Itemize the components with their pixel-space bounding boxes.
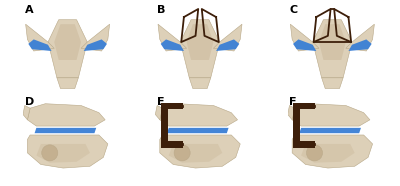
Polygon shape <box>167 128 228 133</box>
Text: B: B <box>157 4 166 15</box>
Polygon shape <box>214 24 242 51</box>
Polygon shape <box>346 24 374 51</box>
Circle shape <box>174 145 190 161</box>
Polygon shape <box>293 39 316 51</box>
Polygon shape <box>34 128 96 133</box>
Text: F: F <box>290 97 297 108</box>
Polygon shape <box>319 24 346 60</box>
Polygon shape <box>292 104 370 126</box>
Polygon shape <box>313 20 352 78</box>
Bar <box>161 103 183 109</box>
Polygon shape <box>155 105 162 120</box>
Bar <box>293 141 315 147</box>
Polygon shape <box>26 24 54 51</box>
Polygon shape <box>84 39 107 51</box>
Polygon shape <box>160 104 238 126</box>
Bar <box>293 103 315 109</box>
Polygon shape <box>28 104 105 126</box>
Polygon shape <box>57 78 78 89</box>
Polygon shape <box>288 105 295 120</box>
Text: C: C <box>290 4 298 15</box>
Polygon shape <box>28 135 108 168</box>
Polygon shape <box>348 39 372 51</box>
Polygon shape <box>169 144 222 163</box>
Polygon shape <box>290 24 319 51</box>
Polygon shape <box>301 144 355 163</box>
Polygon shape <box>23 105 30 120</box>
Polygon shape <box>48 20 87 78</box>
Polygon shape <box>36 144 90 163</box>
Polygon shape <box>160 135 240 168</box>
Text: D: D <box>25 97 34 108</box>
Circle shape <box>42 145 58 161</box>
Polygon shape <box>299 128 361 133</box>
Bar <box>293 105 300 144</box>
Polygon shape <box>158 24 186 51</box>
Bar <box>161 105 168 144</box>
Polygon shape <box>216 39 239 51</box>
Polygon shape <box>180 20 220 78</box>
Text: A: A <box>25 4 33 15</box>
Polygon shape <box>81 24 110 51</box>
Bar <box>161 141 183 147</box>
Polygon shape <box>189 78 211 89</box>
Polygon shape <box>161 39 184 51</box>
Circle shape <box>306 145 322 161</box>
Polygon shape <box>292 135 372 168</box>
Text: E: E <box>157 97 165 108</box>
Polygon shape <box>28 39 52 51</box>
Polygon shape <box>186 24 214 60</box>
Polygon shape <box>322 78 343 89</box>
Polygon shape <box>54 24 81 60</box>
